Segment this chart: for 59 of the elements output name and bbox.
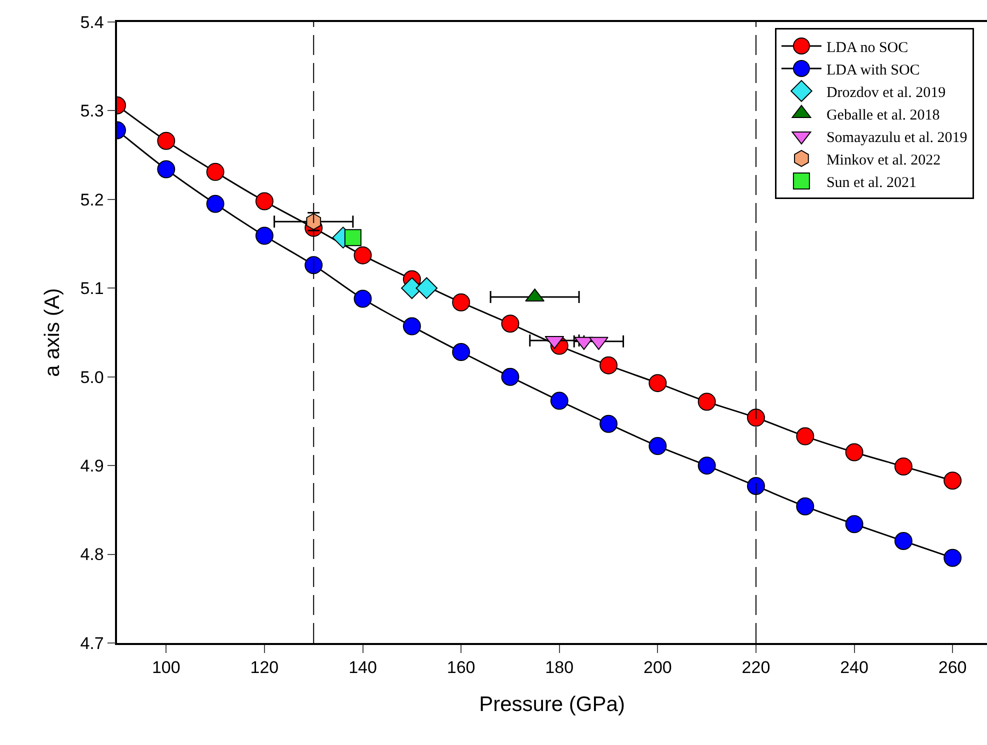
point	[648, 437, 667, 456]
point	[402, 317, 421, 336]
y-tick-label: 4.9	[80, 456, 104, 476]
x-tick-label: 260	[938, 658, 967, 678]
point	[698, 456, 716, 475]
point	[648, 374, 667, 392]
point	[344, 229, 362, 246]
point	[796, 497, 814, 516]
x-tick-label: 100	[152, 658, 180, 678]
point	[944, 472, 962, 490]
y-tick-label: 5.0	[80, 368, 104, 387]
x-tick-label: 160	[446, 658, 476, 678]
x-tick-label: 220	[742, 658, 770, 678]
point	[255, 192, 274, 210]
y-tick-label: 5.4	[80, 12, 104, 32]
point	[206, 194, 224, 213]
point	[796, 427, 814, 446]
point	[255, 226, 274, 245]
point	[746, 476, 765, 495]
x-axis-title: Pressure (GPa)	[479, 692, 625, 716]
y-axis-title: a axis (A)	[40, 288, 64, 377]
point	[416, 277, 438, 300]
point	[746, 408, 765, 427]
legend-label: Geballe et al. 2018	[826, 107, 940, 124]
legend-label: Drozdov et al. 2019	[826, 84, 946, 101]
y-tick-label: 5.3	[80, 102, 104, 121]
x-tick-label: 240	[840, 658, 868, 678]
legend-label: Somayazulu et al. 2019	[826, 130, 968, 146]
y-tick-label: 4.8	[80, 545, 104, 564]
point	[206, 162, 224, 181]
y-tick-label: 5.1	[80, 279, 104, 298]
x-tick-label: 180	[545, 658, 574, 678]
x-tick-label: 120	[250, 658, 279, 678]
point	[845, 515, 864, 534]
point	[550, 392, 568, 410]
y-tick-label: 4.7	[80, 634, 104, 653]
point	[354, 290, 372, 308]
legend-label: LDA with SOC	[826, 62, 920, 78]
point	[452, 343, 470, 362]
legend-label: Sun et al. 2021	[826, 174, 916, 191]
point	[501, 314, 520, 333]
x-tick-label: 140	[348, 658, 377, 678]
point	[157, 160, 176, 178]
y-tick-label: 5.2	[80, 190, 104, 210]
point	[501, 368, 520, 386]
point	[157, 132, 176, 150]
point	[452, 293, 470, 312]
point	[845, 443, 864, 462]
point	[944, 548, 962, 567]
point	[698, 392, 716, 411]
point	[600, 356, 618, 374]
legend-label: LDA no SOC	[826, 40, 908, 56]
point	[894, 457, 912, 476]
point	[600, 414, 618, 433]
point	[894, 532, 912, 550]
x-tick-label: 200	[643, 658, 672, 678]
point	[354, 246, 372, 264]
legend-label: Minkov et al. 2022	[826, 152, 941, 168]
point	[304, 256, 323, 274]
